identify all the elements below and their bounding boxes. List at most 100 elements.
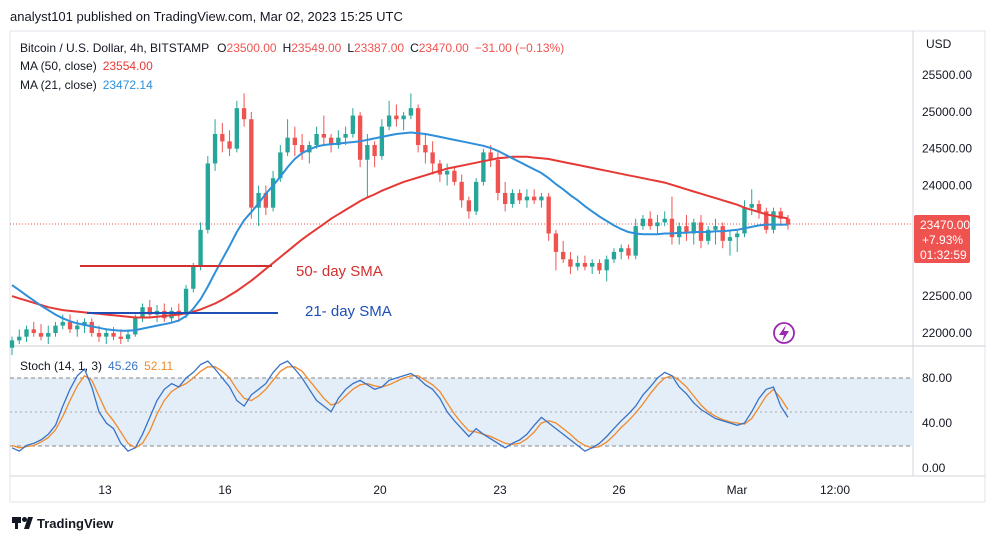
candle: [46, 325, 51, 345]
time-tick-label: 13: [98, 483, 112, 497]
candle: [191, 262, 196, 293]
candle: [640, 215, 646, 230]
legend-ma50-value: 23554.00: [103, 59, 153, 73]
candle-body: [568, 259, 573, 267]
candle: [546, 192, 551, 241]
candle: [104, 329, 109, 345]
candle-body: [735, 233, 740, 238]
price-badge-change: +7.93%: [922, 233, 963, 247]
candle: [720, 222, 725, 249]
candle-body: [488, 152, 493, 160]
candle-body: [531, 196, 537, 201]
candle-body: [212, 133, 218, 164]
candle: [379, 119, 385, 160]
stoch-tick-label: 40.00: [922, 416, 952, 430]
candle: [735, 229, 740, 252]
time-tick-label: 16: [218, 483, 232, 497]
candle: [727, 229, 733, 256]
candle: [539, 192, 544, 208]
candle: [198, 222, 203, 271]
candle: [241, 93, 247, 127]
candle: [60, 314, 65, 330]
candle: [611, 248, 617, 263]
candle: [9, 336, 15, 356]
candle: [336, 130, 341, 149]
candle-body: [561, 251, 566, 260]
lightning-icon[interactable]: [773, 322, 795, 344]
tradingview-brand: TradingView: [12, 516, 114, 531]
candle-body: [633, 226, 638, 256]
candle: [227, 130, 232, 157]
candle: [669, 196, 675, 245]
candle: [38, 324, 44, 341]
stoch-tick-labels: 80.00 40.00 0.00: [922, 371, 952, 475]
candle-body: [408, 108, 414, 116]
stoch-tick-label: 0.00: [922, 461, 946, 475]
candle: [401, 111, 406, 131]
candle-body: [502, 192, 508, 204]
candle: [575, 255, 580, 271]
candle-body: [111, 333, 116, 337]
price-tick-label: 24000.00: [922, 179, 972, 193]
candle-body: [89, 321, 94, 333]
candle-body: [691, 222, 696, 234]
candle: [561, 240, 566, 263]
ma50-line: [11, 155, 789, 319]
candle: [684, 215, 689, 241]
time-tick-label: 20: [373, 483, 387, 497]
candle: [459, 174, 464, 208]
time-tick-label: 26: [612, 483, 626, 497]
candle: [212, 119, 218, 171]
candle-body: [256, 192, 261, 208]
current-price-badge: 23470.00 +7.93% 01:32:59: [914, 215, 970, 263]
candle: [394, 104, 399, 127]
candlestick-series: [9, 93, 791, 356]
candle: [321, 115, 327, 146]
candle-body: [205, 163, 210, 230]
stoch-tick-label: 80.00: [922, 371, 952, 385]
candle: [510, 189, 515, 208]
candle: [648, 211, 653, 230]
candle: [386, 100, 392, 131]
candle: [205, 156, 210, 234]
candle-body: [756, 204, 762, 212]
candle: [742, 200, 747, 238]
sma50-annotation-text: 50- day SMA: [296, 263, 383, 280]
candle-body: [575, 262, 580, 267]
stoch-legend: Stoch (14, 1, 3) 45.26 52.11: [20, 359, 174, 373]
legend-ma50-label: MA (50, close): [20, 59, 97, 73]
price-tick-label: 25000.00: [922, 105, 972, 119]
candle-body: [662, 218, 667, 223]
candle-body: [162, 310, 167, 319]
candle-body: [321, 133, 327, 138]
candle: [249, 111, 254, 219]
candle-body: [249, 119, 254, 208]
candle-body: [517, 192, 522, 201]
candle: [597, 259, 602, 275]
legend-change: −31.00 (−0.13%): [475, 41, 564, 55]
candle: [764, 207, 769, 234]
candle-body: [394, 115, 399, 120]
price-axis: USD 25500.00 25000.00 24500.00 24000.00 2250…: [922, 37, 972, 475]
candle: [495, 152, 501, 201]
candle-body: [437, 163, 443, 175]
legend-o-label: O: [217, 41, 226, 55]
candle-body: [147, 307, 152, 315]
candle: [357, 111, 363, 168]
candle-body: [553, 233, 559, 252]
candle: [473, 178, 479, 216]
candle: [31, 321, 36, 337]
candle-body: [785, 218, 791, 225]
candle: [285, 119, 290, 157]
candle-body: [372, 145, 377, 157]
legend-line-1: Bitcoin / U.S. Dollar, 4h, BITSTAMP O2350…: [20, 41, 564, 55]
candle-body: [546, 196, 551, 234]
candle-body: [350, 115, 356, 134]
candle-body: [227, 141, 232, 149]
chart-legend: Bitcoin / U.S. Dollar, 4h, BITSTAMP O2350…: [20, 41, 564, 92]
price-badge-countdown: 01:32:59: [920, 248, 967, 262]
candle-body: [343, 133, 348, 138]
candle: [582, 255, 588, 271]
candle: [531, 189, 537, 204]
stoch-k-value: 45.26: [108, 359, 138, 373]
